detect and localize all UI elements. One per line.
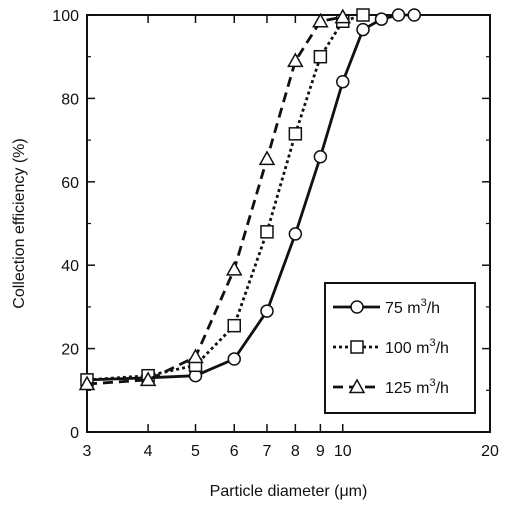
legend-label: 100 m3/h [385, 337, 449, 357]
y-tick-label: 80 [61, 91, 79, 108]
y-tick-label: 60 [61, 175, 79, 192]
x-tick-label: 6 [230, 443, 239, 460]
x-tick-label: 7 [263, 443, 272, 460]
data-point [391, 8, 406, 22]
y-tick-label: 20 [61, 342, 79, 359]
data-point [78, 375, 96, 391]
data-point [260, 304, 274, 318]
legend-label: 125 m3/h [385, 377, 449, 397]
y-tick-label: 40 [61, 258, 79, 275]
data-point [288, 227, 303, 241]
legend-marker [348, 378, 366, 394]
data-point [258, 150, 276, 166]
data-point [374, 12, 389, 26]
x-tick-label: 20 [481, 443, 499, 460]
data-point [313, 49, 328, 64]
data-point [225, 260, 243, 276]
data-point [356, 8, 370, 22]
legend-label: 75 m3/h [385, 297, 440, 317]
data-point [260, 225, 274, 239]
legend-marker [350, 300, 364, 314]
data-point [336, 74, 350, 89]
data-point [288, 127, 303, 141]
x-axis-title: Particle diameter (μm) [210, 483, 368, 500]
x-tick-label: 9 [316, 443, 325, 460]
data-point [312, 12, 329, 28]
data-point [227, 318, 241, 333]
data-point [287, 52, 304, 68]
y-axis-title: Collection efficiency (%) [11, 138, 28, 308]
legend-marker [350, 340, 364, 354]
series-layer [78, 8, 421, 391]
data-point [407, 8, 421, 22]
x-tick-label: 4 [144, 443, 153, 460]
data-point [139, 371, 157, 387]
series-line [86, 13, 364, 382]
legend: 75 m3/h 100 m3/h 125 m3/h [324, 282, 476, 414]
data-point [313, 150, 328, 164]
data-point [187, 348, 204, 364]
x-tick-label: 8 [291, 443, 300, 460]
axes-layer: 3 4 5 6 7 8 9 10 20 0 20 40 60 80 100 [52, 8, 499, 460]
series-triangle [78, 8, 352, 391]
x-tick-label: 3 [83, 443, 92, 460]
data-point [227, 352, 241, 366]
y-tick-label: 0 [70, 425, 79, 442]
series-line [86, 15, 344, 386]
x-tick-label: 5 [191, 443, 200, 460]
data-point [334, 8, 352, 24]
y-tick-label: 100 [52, 8, 79, 25]
data-point [356, 22, 370, 37]
x-tick-label: 10 [334, 443, 352, 460]
